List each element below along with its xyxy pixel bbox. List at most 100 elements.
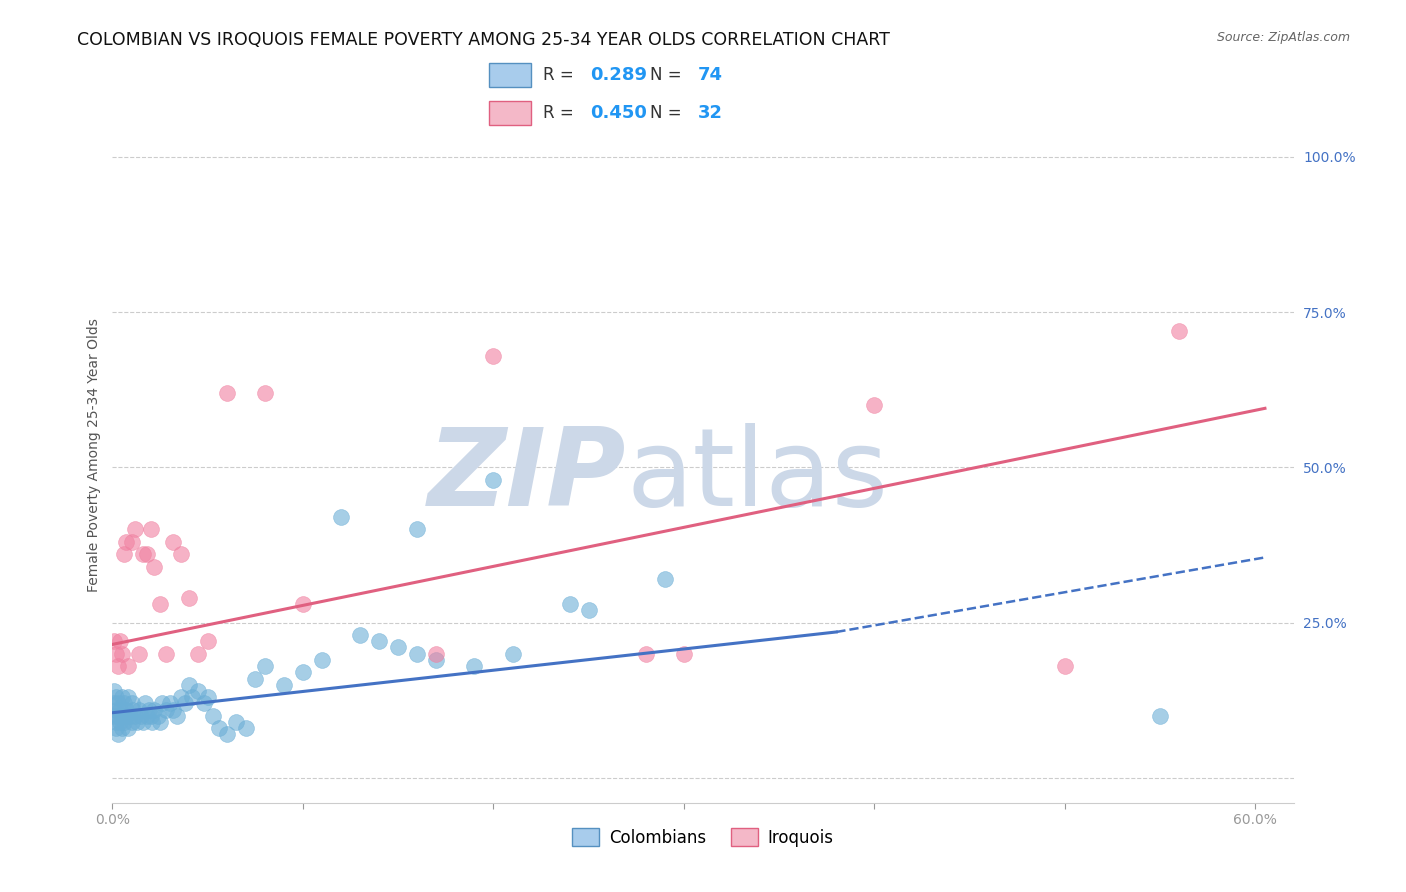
Point — [111, 647, 134, 661]
Point — [105, 721, 128, 735]
Point — [138, 703, 160, 717]
Point — [112, 697, 135, 711]
Legend: Colombians, Iroquois: Colombians, Iroquois — [565, 822, 841, 854]
Point — [155, 703, 177, 717]
Point — [149, 714, 172, 729]
Point — [558, 597, 581, 611]
Point — [121, 697, 143, 711]
Point — [117, 721, 139, 735]
Point — [173, 697, 195, 711]
Text: Source: ZipAtlas.com: Source: ZipAtlas.com — [1216, 31, 1350, 45]
Point — [112, 547, 135, 561]
Point — [170, 547, 193, 561]
Text: N =: N = — [650, 66, 686, 84]
Point — [368, 634, 391, 648]
Point — [162, 703, 184, 717]
Point — [127, 714, 149, 729]
Point — [197, 634, 219, 648]
Text: 32: 32 — [697, 103, 723, 122]
Point — [166, 708, 188, 723]
FancyBboxPatch shape — [489, 62, 531, 87]
Point — [253, 659, 276, 673]
Point — [107, 708, 129, 723]
Y-axis label: Female Poverty Among 25-34 Year Olds: Female Poverty Among 25-34 Year Olds — [87, 318, 101, 592]
Point — [273, 678, 295, 692]
Point — [387, 640, 409, 655]
Point — [124, 708, 146, 723]
Point — [193, 697, 215, 711]
Point — [111, 708, 134, 723]
Point — [128, 703, 150, 717]
Point — [112, 714, 135, 729]
Point — [311, 653, 333, 667]
Point — [463, 659, 485, 673]
Point — [121, 534, 143, 549]
Point — [149, 597, 172, 611]
Point — [105, 647, 128, 661]
Point — [111, 690, 134, 705]
Point — [330, 510, 353, 524]
Point — [406, 647, 429, 661]
Point — [235, 721, 257, 735]
Point — [107, 697, 129, 711]
Point — [159, 697, 181, 711]
Point — [103, 684, 125, 698]
Point — [170, 690, 193, 705]
Point — [177, 591, 200, 605]
Point — [121, 714, 143, 729]
Point — [1053, 659, 1076, 673]
Point — [253, 385, 276, 400]
Point — [177, 678, 200, 692]
Point — [425, 647, 447, 661]
Point — [187, 684, 209, 698]
Point — [103, 634, 125, 648]
Point — [1149, 708, 1171, 723]
Point — [107, 727, 129, 741]
Point — [425, 653, 447, 667]
Point — [111, 721, 134, 735]
Point — [208, 721, 231, 735]
Point — [105, 714, 128, 729]
Point — [114, 534, 136, 549]
Point — [482, 473, 505, 487]
Point — [103, 697, 125, 711]
Text: atlas: atlas — [626, 423, 889, 529]
Point — [202, 708, 225, 723]
Point — [117, 690, 139, 705]
Point — [108, 703, 131, 717]
Point — [863, 398, 886, 412]
Point — [105, 703, 128, 717]
Point — [291, 597, 314, 611]
Point — [502, 647, 524, 661]
Text: ZIP: ZIP — [427, 423, 626, 529]
Point — [117, 659, 139, 673]
Text: R =: R = — [543, 66, 579, 84]
Point — [129, 708, 152, 723]
Text: R =: R = — [543, 103, 579, 122]
Point — [634, 647, 657, 661]
Point — [349, 628, 371, 642]
Point — [1168, 324, 1191, 338]
Point — [654, 572, 676, 586]
Point — [482, 349, 505, 363]
Point — [108, 714, 131, 729]
Point — [135, 708, 157, 723]
Point — [134, 697, 156, 711]
Point — [215, 385, 238, 400]
Text: COLOMBIAN VS IROQUOIS FEMALE POVERTY AMONG 25-34 YEAR OLDS CORRELATION CHART: COLOMBIAN VS IROQUOIS FEMALE POVERTY AMO… — [77, 31, 890, 49]
Point — [245, 672, 267, 686]
Point — [181, 690, 204, 705]
Point — [143, 703, 166, 717]
Point — [118, 708, 141, 723]
Point — [162, 534, 184, 549]
Point — [291, 665, 314, 680]
Point — [139, 523, 162, 537]
Point — [135, 547, 157, 561]
Text: N =: N = — [650, 103, 686, 122]
FancyBboxPatch shape — [489, 101, 531, 125]
Point — [124, 523, 146, 537]
Point — [143, 559, 166, 574]
Point — [141, 714, 163, 729]
Point — [108, 634, 131, 648]
Text: 0.450: 0.450 — [591, 103, 647, 122]
